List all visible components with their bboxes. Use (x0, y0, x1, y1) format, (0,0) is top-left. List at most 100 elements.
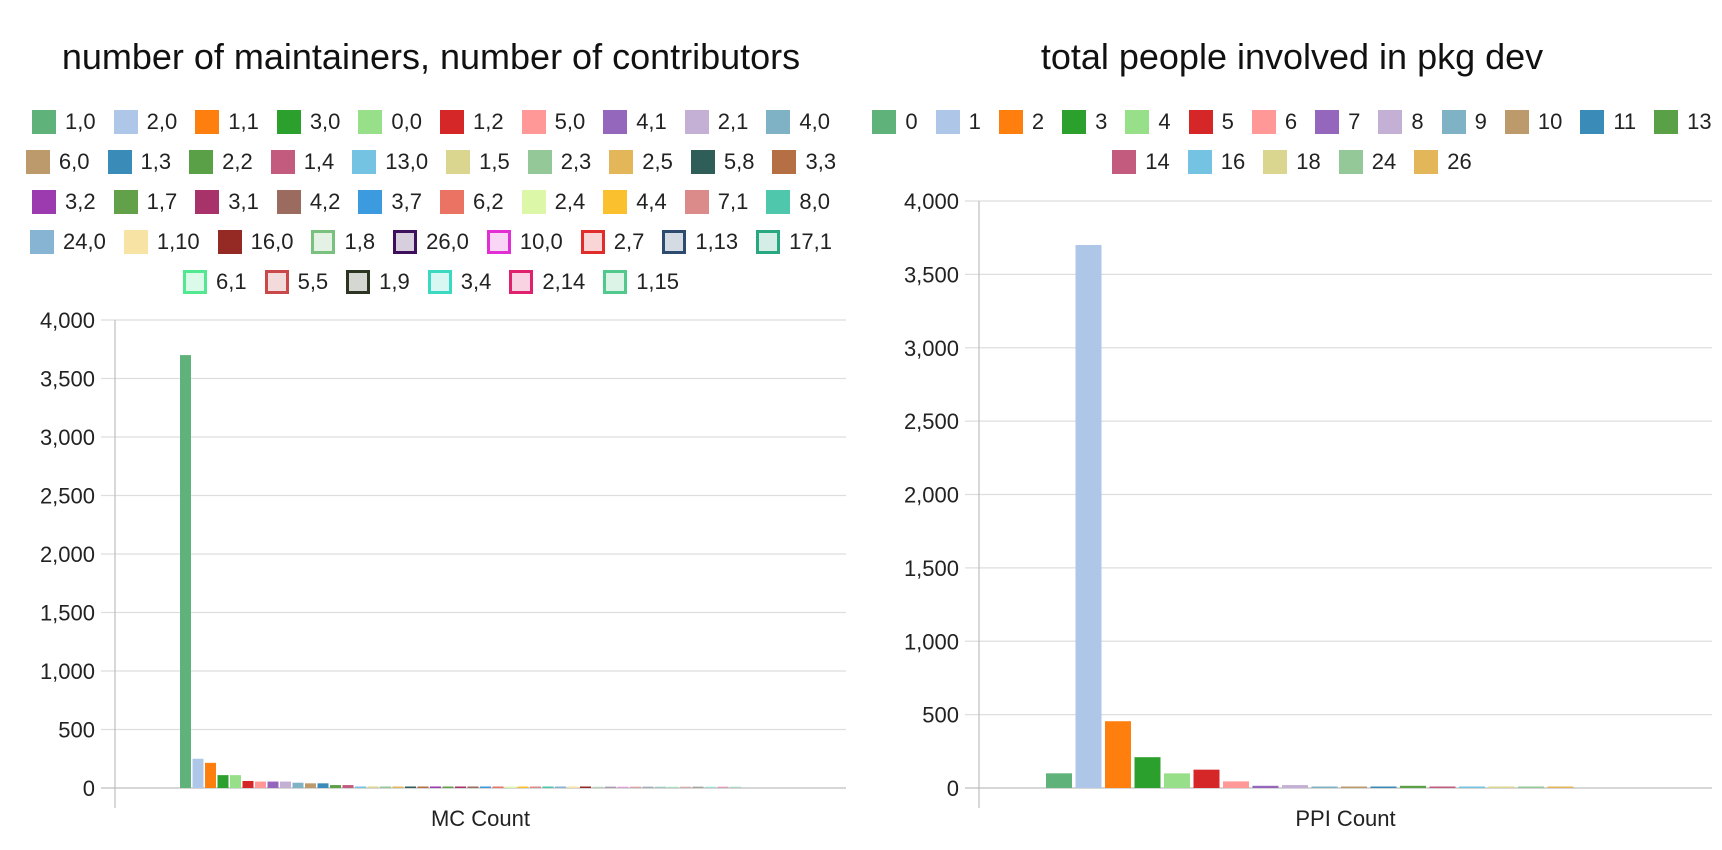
legend-item[interactable]: 18 (1263, 148, 1321, 176)
bar[interactable] (417, 786, 429, 789)
legend-item[interactable]: 1,8 (311, 228, 375, 256)
legend-item[interactable]: 3,3 (772, 148, 836, 176)
bar[interactable] (1223, 781, 1249, 788)
bar[interactable] (1075, 245, 1102, 788)
legend-item[interactable]: 9 (1441, 108, 1487, 136)
legend-item[interactable]: 6,1 (182, 268, 247, 296)
bar[interactable] (605, 786, 616, 789)
legend-item[interactable]: 3,7 (358, 188, 422, 216)
legend-item[interactable]: 7,1 (684, 188, 748, 216)
bar[interactable] (280, 781, 291, 788)
bar[interactable] (1311, 786, 1338, 789)
legend-item[interactable]: 3,1 (195, 188, 259, 216)
bar[interactable] (1105, 721, 1131, 788)
bar[interactable] (1282, 785, 1308, 788)
bar[interactable] (1547, 786, 1574, 789)
legend-item[interactable]: 1,15 (603, 268, 679, 296)
legend-item[interactable]: 4,2 (276, 188, 340, 216)
bar[interactable] (630, 786, 641, 789)
legend-item[interactable]: 6,0 (25, 148, 90, 176)
bar[interactable] (492, 786, 504, 789)
bar[interactable] (355, 786, 366, 789)
bar[interactable] (680, 786, 691, 789)
legend-item[interactable]: 1,10 (123, 228, 200, 256)
bar[interactable] (1429, 786, 1456, 789)
legend-item[interactable]: 26,0 (393, 228, 469, 256)
legend-item[interactable]: 14 (1112, 148, 1170, 176)
legend-item[interactable]: 3 (1062, 108, 1107, 136)
bar[interactable] (192, 758, 204, 788)
bar[interactable] (467, 786, 479, 789)
legend-item[interactable]: 1,2 (440, 108, 504, 136)
bar[interactable] (217, 775, 229, 788)
bar[interactable] (205, 762, 216, 788)
legend-item[interactable]: 24 (1338, 148, 1396, 176)
legend-item[interactable]: 5,0 (521, 108, 585, 136)
legend-item[interactable]: 24,0 (30, 228, 106, 256)
legend-item[interactable]: 1,3 (107, 148, 171, 176)
bar[interactable] (642, 786, 654, 789)
legend-item[interactable]: 3,2 (32, 188, 96, 216)
bar[interactable] (567, 786, 579, 789)
legend-item[interactable]: 17,1 (756, 228, 832, 256)
legend-item[interactable]: 13,0 (352, 148, 428, 176)
legend-item[interactable]: 2,7 (580, 228, 644, 256)
bar[interactable] (267, 781, 279, 788)
bar[interactable] (505, 786, 516, 789)
legend-item[interactable]: 5,5 (264, 268, 328, 296)
legend-item[interactable]: 7 (1315, 108, 1360, 136)
bar[interactable] (617, 786, 629, 789)
bar[interactable] (655, 786, 666, 789)
legend-item[interactable]: 5,8 (690, 148, 754, 176)
legend-item[interactable]: 1,0 (32, 108, 96, 136)
bar[interactable] (405, 786, 416, 789)
bar[interactable] (705, 786, 716, 789)
bar[interactable] (180, 355, 191, 788)
legend-item[interactable]: 3,4 (427, 268, 491, 296)
bar[interactable] (1370, 786, 1397, 789)
legend-item[interactable]: 1,5 (446, 148, 510, 176)
bar[interactable] (1252, 785, 1279, 788)
bar[interactable] (1518, 786, 1544, 789)
legend-item[interactable]: 1,9 (346, 268, 410, 296)
bar[interactable] (305, 783, 316, 788)
bar[interactable] (580, 786, 591, 789)
legend-item[interactable]: 8,0 (766, 188, 830, 216)
bar[interactable] (1488, 786, 1515, 789)
bar[interactable] (455, 786, 466, 789)
bar[interactable] (730, 786, 741, 789)
legend-item[interactable]: 4,4 (603, 188, 667, 216)
bar[interactable] (342, 785, 354, 788)
bar[interactable] (1400, 785, 1426, 788)
bar[interactable] (542, 786, 554, 789)
bar[interactable] (230, 775, 241, 788)
legend-item[interactable]: 16 (1187, 148, 1245, 176)
legend-item[interactable]: 16,0 (217, 228, 293, 256)
bar[interactable] (592, 786, 604, 789)
legend-item[interactable]: 1,1 (195, 108, 259, 136)
bar[interactable] (667, 786, 679, 789)
legend-item[interactable]: 4 (1125, 108, 1171, 136)
bar[interactable] (242, 780, 254, 788)
bar[interactable] (1164, 773, 1190, 788)
legend-item[interactable]: 2,3 (527, 148, 591, 176)
legend-item[interactable]: 2,4 (521, 188, 585, 216)
legend-item[interactable]: 1 (935, 108, 981, 136)
bar[interactable] (330, 785, 341, 788)
legend-item[interactable]: 2,1 (684, 108, 748, 136)
bar[interactable] (555, 786, 566, 789)
bar[interactable] (692, 786, 704, 789)
bar[interactable] (1341, 786, 1367, 789)
bar[interactable] (255, 781, 266, 788)
legend-item[interactable]: 6,2 (440, 188, 504, 216)
legend-item[interactable]: 4,1 (603, 108, 667, 136)
bar[interactable] (1193, 769, 1220, 788)
bar[interactable] (1134, 757, 1161, 788)
legend-item[interactable]: 1,4 (270, 148, 334, 176)
bar[interactable] (1046, 773, 1072, 788)
legend-item[interactable]: 2,0 (113, 108, 177, 136)
legend-item[interactable]: 2,5 (609, 148, 673, 176)
bar[interactable] (392, 786, 404, 789)
bar[interactable] (430, 786, 441, 789)
legend-item[interactable]: 1,7 (113, 188, 177, 216)
